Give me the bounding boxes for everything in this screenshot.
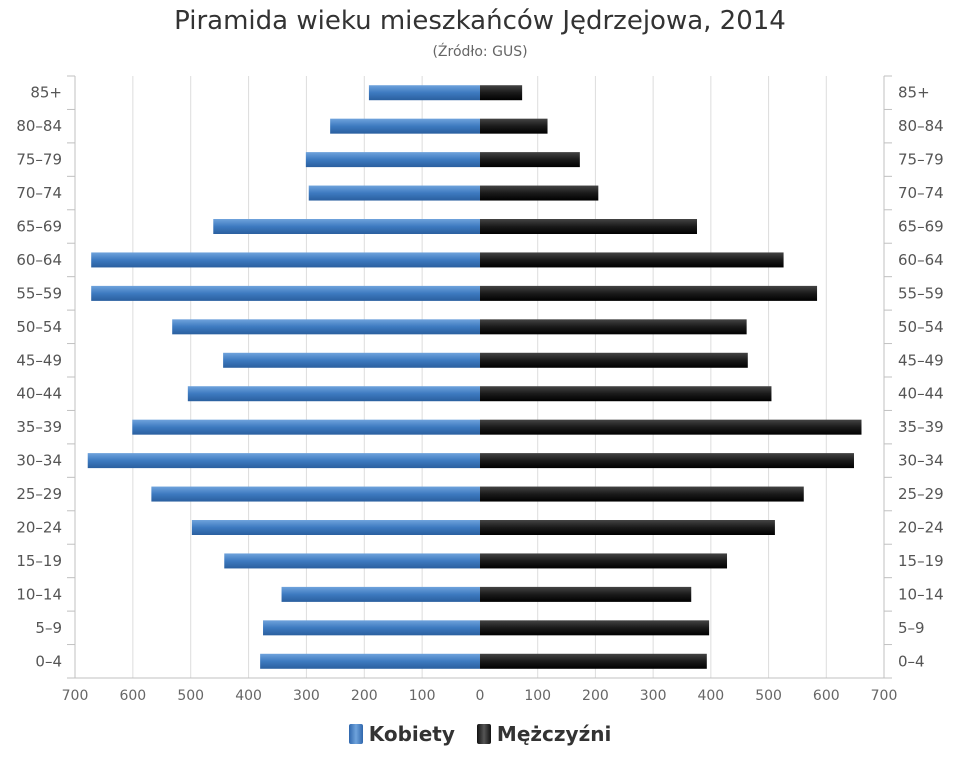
legend-swatch-women: [348, 724, 363, 744]
y-tick-label-left: 65–69: [16, 218, 62, 236]
bar-men: [480, 352, 748, 368]
y-tick-label-left: 85+: [30, 84, 62, 102]
x-tick-label: 700: [62, 688, 89, 704]
x-tick-label: 600: [813, 688, 840, 704]
y-tick-label-right: 40–44: [898, 385, 944, 403]
bar-women: [224, 553, 480, 569]
bar-women: [263, 620, 480, 636]
bar-women: [223, 352, 480, 368]
bar-women: [91, 285, 480, 301]
bar-men: [480, 85, 523, 101]
bar-men: [480, 252, 784, 268]
y-tick-label-right: 15–19: [898, 552, 944, 570]
x-tick-label: 500: [177, 688, 204, 704]
bar-women: [151, 486, 480, 502]
bar-women: [191, 520, 480, 535]
legend-item-women[interactable]: Kobiety: [348, 722, 455, 746]
bar-women: [187, 386, 481, 402]
bar-women: [308, 185, 480, 201]
x-tick-label: 500: [755, 688, 782, 704]
y-tick-label-right: 50–54: [898, 318, 944, 336]
y-tick-label-right: 65–69: [898, 218, 944, 236]
bar-men: [480, 185, 599, 201]
x-tick-label: 700: [871, 688, 898, 704]
y-tick-label-right: 55–59: [898, 284, 944, 302]
y-tick-label-right: 70–74: [898, 184, 944, 202]
bar-men: [480, 319, 747, 335]
x-tick-label: 200: [582, 688, 609, 704]
legend: Kobiety Mężczyźni: [0, 722, 960, 746]
bar-men: [480, 219, 698, 234]
bar-men: [480, 620, 710, 636]
bar-women: [368, 85, 480, 101]
legend-label-women: Kobiety: [368, 722, 455, 746]
y-tick-label-right: 5–9: [898, 619, 925, 637]
y-tick-label-right: 30–34: [898, 452, 944, 470]
legend-swatch-men: [476, 724, 491, 744]
bar-men: [480, 553, 728, 569]
legend-item-men[interactable]: Mężczyźni: [476, 722, 612, 746]
y-tick-label-right: 0–4: [898, 652, 925, 670]
y-tick-label-right: 80–84: [898, 117, 944, 135]
bar-women: [132, 419, 480, 435]
bar-men: [480, 486, 804, 502]
y-tick-label-left: 45–49: [16, 351, 62, 369]
bar-men: [480, 285, 818, 301]
x-tick-label: 400: [235, 688, 262, 704]
y-tick-label-left: 0–4: [35, 652, 62, 670]
y-tick-label-left: 20–24: [16, 519, 62, 537]
bar-women: [260, 653, 480, 669]
y-tick-label-left: 75–79: [16, 151, 62, 169]
bar-men: [480, 152, 580, 168]
bar-men: [480, 419, 862, 435]
y-tick-label-right: 35–39: [898, 418, 944, 436]
bar-women: [87, 453, 480, 469]
y-tick-label-left: 40–44: [16, 385, 62, 403]
x-tick-label: 600: [119, 688, 146, 704]
y-tick-label-right: 75–79: [898, 151, 944, 169]
x-tick-label: 100: [524, 688, 551, 704]
chart-subtitle: (Źródło: GUS): [432, 44, 528, 60]
x-tick-label: 300: [293, 688, 320, 704]
y-tick-label-left: 35–39: [16, 418, 62, 436]
y-tick-label-left: 30–34: [16, 452, 62, 470]
legend-label-men: Mężczyźni: [496, 722, 612, 746]
x-tick-label: 200: [351, 688, 378, 704]
bar-men: [480, 520, 775, 535]
bar-women: [91, 252, 480, 268]
y-tick-label-right: 20–24: [898, 519, 944, 537]
bar-men: [480, 586, 692, 602]
bar-women: [305, 152, 480, 168]
x-tick-label: 0: [476, 688, 485, 704]
x-tick-label: 300: [640, 688, 667, 704]
y-tick-label-left: 55–59: [16, 284, 62, 302]
bar-women: [172, 319, 480, 335]
y-tick-label-left: 15–19: [16, 552, 62, 570]
y-tick-label-left: 60–64: [16, 251, 62, 269]
bar-women: [330, 118, 480, 134]
y-tick-label-left: 5–9: [35, 619, 62, 637]
y-tick-label-left: 80–84: [16, 117, 62, 135]
y-tick-label-right: 45–49: [898, 351, 944, 369]
bar-men: [480, 118, 548, 134]
bar-women: [213, 219, 480, 234]
bar-men: [480, 653, 707, 669]
bar-men: [480, 453, 854, 469]
x-tick-label: 100: [409, 688, 436, 704]
bar-men: [480, 386, 772, 402]
y-tick-label-right: 85+: [898, 84, 930, 102]
y-tick-label-left: 70–74: [16, 184, 62, 202]
y-tick-label-right: 60–64: [898, 251, 944, 269]
y-tick-label-left: 50–54: [16, 318, 62, 336]
y-tick-label-right: 10–14: [898, 585, 944, 603]
x-tick-label: 400: [697, 688, 724, 704]
y-tick-label-left: 10–14: [16, 585, 62, 603]
bar-women: [281, 586, 480, 602]
y-tick-label-right: 25–29: [898, 485, 944, 503]
y-tick-label-left: 25–29: [16, 485, 62, 503]
chart-title: Piramida wieku mieszkańców Jędrzejowa, 2…: [174, 6, 786, 36]
